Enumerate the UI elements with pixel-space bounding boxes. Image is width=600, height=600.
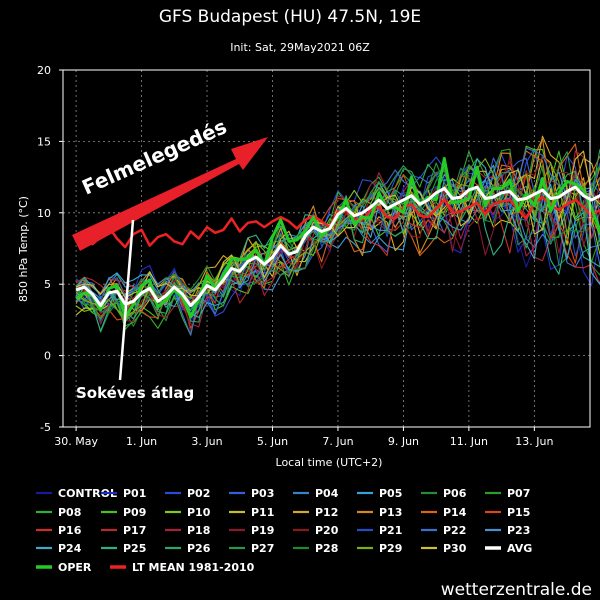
y-tick-label: 15: [37, 135, 51, 148]
legend-label: P12: [315, 506, 338, 519]
x-axis-label: Local time (UTC+2): [276, 456, 383, 469]
warming-label: Felmelegedés: [78, 114, 230, 199]
legend-label: P22: [443, 524, 466, 537]
series-lines: [75, 157, 600, 319]
y-tick-label: 10: [37, 207, 51, 220]
x-tick-label: 11. Jun: [450, 435, 488, 448]
member-line-p18: [75, 150, 600, 328]
legend-label: P25: [123, 542, 146, 555]
legend-label: P11: [251, 506, 274, 519]
y-tick-label: 20: [37, 64, 51, 77]
legend-label: P09: [123, 506, 146, 519]
member-line-p06: [75, 164, 600, 333]
legend-label: P18: [187, 524, 210, 537]
y-axis-label: 850 hPa Temp. (°C): [17, 196, 30, 302]
legend-label: P27: [251, 542, 274, 555]
x-axis-ticks: 30. May 1. Jun 3. Jun 5. Jun 7. Jun 9. Jun 11.…: [54, 427, 553, 448]
series-line-oper: [75, 157, 600, 319]
legend-label: OPER: [58, 561, 92, 574]
chart-title: GFS Budapest (HU) 47.5N, 19E: [159, 7, 421, 27]
legend-label: P23: [507, 524, 530, 537]
legend-label: P13: [379, 506, 402, 519]
series-line-avg: [75, 185, 600, 308]
legend-label: P29: [379, 542, 402, 555]
legend-label: P20: [315, 524, 339, 537]
warming-arrow: [72, 137, 268, 251]
x-tick-label: 1. Jun: [126, 435, 157, 448]
legend-label: AVG: [507, 542, 532, 555]
x-tick-label: 7. Jun: [322, 435, 353, 448]
y-tick-label: -5: [40, 421, 51, 434]
member-line-p30: [75, 150, 600, 299]
legend-label: P07: [507, 487, 530, 500]
y-tick-label: 0: [44, 350, 51, 363]
legend-label: P30: [443, 542, 467, 555]
legend-label: P01: [123, 487, 146, 500]
mean-pointer-line: [118, 219, 135, 381]
legend-label: P14: [443, 506, 467, 519]
x-tick-label: 30. May: [54, 435, 98, 448]
credit-text: wetterzentrale.de: [441, 580, 592, 600]
x-tick-label: 5. Jun: [257, 435, 288, 448]
y-axis-ticks: -5 0 5 10 15 20: [37, 64, 63, 434]
member-line-p28: [75, 165, 600, 314]
legend-label: P16: [58, 524, 82, 537]
legend-label: P21: [379, 524, 402, 537]
legend-label: P24: [58, 542, 82, 555]
legend: CONTROL P01 P02 P03 P04 P05 P06 P07 P08 P09 P10 P11…: [36, 487, 532, 574]
plot-frame: [62, 69, 591, 428]
legend-label: P28: [315, 542, 338, 555]
legend-label: P26: [187, 542, 211, 555]
legend-label: P03: [251, 487, 274, 500]
legend-label: P04: [315, 487, 339, 500]
legend-label: P15: [507, 506, 530, 519]
chart-subtitle: Init: Sat, 29May2021 06Z: [230, 41, 370, 54]
x-tick-label: 9. Jun: [388, 435, 419, 448]
legend-label: P17: [123, 524, 146, 537]
mean-label: Sokéves átlag: [76, 384, 194, 402]
member-line-p26: [75, 148, 600, 323]
x-tick-label: 3. Jun: [191, 435, 222, 448]
y-tick-label: 5: [44, 278, 51, 291]
legend-label: P10: [187, 506, 211, 519]
legend-label: LT MEAN 1981-2010: [132, 561, 255, 574]
x-tick-label: 13. Jun: [515, 435, 553, 448]
legend-label: P05: [379, 487, 402, 500]
legend-label: P02: [187, 487, 210, 500]
legend-label: P06: [443, 487, 467, 500]
legend-label: CONTROL: [58, 487, 117, 500]
legend-label: P08: [58, 506, 81, 519]
member-line-p20: [75, 155, 600, 334]
legend-label: P19: [251, 524, 274, 537]
